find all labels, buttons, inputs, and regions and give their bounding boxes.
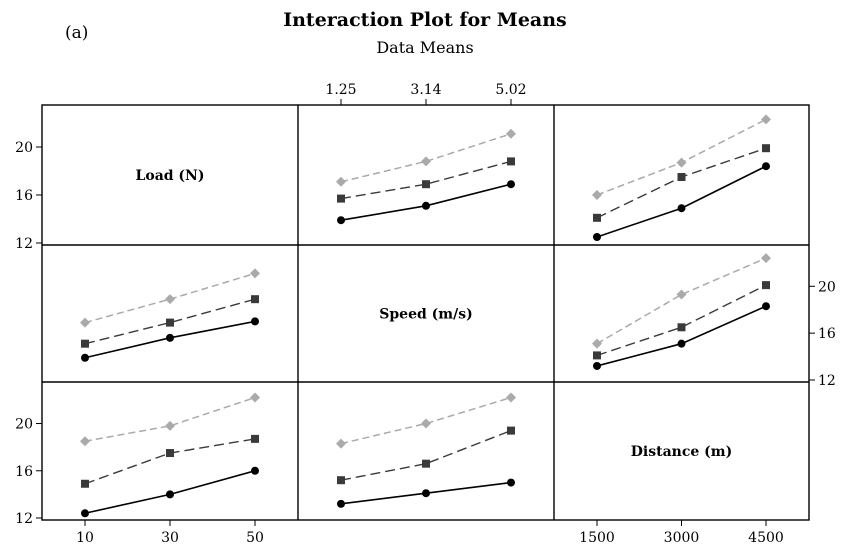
data-point xyxy=(165,294,175,305)
data-point xyxy=(250,392,260,403)
data-point xyxy=(593,361,601,370)
series-line xyxy=(596,305,767,367)
y-tick-label: 12 xyxy=(818,373,836,389)
data-point xyxy=(761,114,771,125)
data-point xyxy=(507,426,515,435)
data-point xyxy=(676,289,687,300)
data-point xyxy=(762,162,770,171)
data-point xyxy=(507,157,515,166)
data-point xyxy=(422,489,430,498)
data-point xyxy=(677,173,686,181)
factor-label: Speed (m/s) xyxy=(379,307,472,323)
x-tick-label: 1500 xyxy=(579,530,615,546)
data-point xyxy=(421,156,431,167)
x-tick-label: 3000 xyxy=(664,530,700,546)
data-point xyxy=(593,233,601,241)
data-point xyxy=(506,392,516,403)
data-point xyxy=(251,434,259,443)
data-point xyxy=(166,449,174,458)
data-point xyxy=(337,194,345,203)
factor-label: Distance (m) xyxy=(631,444,732,460)
data-point xyxy=(336,176,346,187)
data-point xyxy=(506,128,516,139)
data-point xyxy=(762,281,770,290)
data-point xyxy=(677,204,686,213)
y-tick-label: 20 xyxy=(15,417,33,433)
data-point xyxy=(81,353,89,362)
factor-labels: Load (N) Speed (m/s) Distance (m) xyxy=(136,168,733,460)
data-point xyxy=(676,157,687,168)
data-point xyxy=(507,180,515,189)
x-tick-label: 1.25 xyxy=(325,82,356,98)
data-point xyxy=(337,216,345,225)
chart-title: Interaction Plot for Means xyxy=(283,9,567,31)
series-line xyxy=(340,133,512,183)
y-tick-label: 16 xyxy=(15,464,33,480)
data-point xyxy=(336,438,346,449)
data-point xyxy=(337,476,345,485)
series-line xyxy=(84,396,256,442)
y-tick-label: 16 xyxy=(818,326,836,342)
data-point xyxy=(507,478,515,487)
data-point xyxy=(593,351,601,360)
data-point xyxy=(422,201,430,210)
data-point xyxy=(762,302,770,311)
x-tick-label: 3.14 xyxy=(410,82,441,98)
series-line xyxy=(340,160,512,200)
factor-label: Load (N) xyxy=(136,168,205,184)
data-point xyxy=(81,479,89,488)
data-point xyxy=(80,436,90,447)
x-tick-label: 50 xyxy=(246,530,264,546)
data-point xyxy=(337,499,345,508)
data-point xyxy=(762,144,770,153)
data-point xyxy=(251,466,259,475)
series-line xyxy=(596,257,767,345)
series-marks xyxy=(80,114,771,518)
data-point xyxy=(677,339,686,348)
data-point xyxy=(761,253,771,264)
x-tick-label: 4500 xyxy=(748,530,784,546)
data-point xyxy=(251,295,259,304)
y-tick-label: 12 xyxy=(15,511,33,527)
data-point xyxy=(81,339,89,348)
data-point xyxy=(166,318,174,327)
x-tick-label: 5.02 xyxy=(495,82,526,98)
y-tick-label: 12 xyxy=(15,236,33,252)
x-tick-label: 10 xyxy=(76,530,94,546)
data-point xyxy=(677,323,686,332)
data-point xyxy=(251,317,259,326)
matrix-axes: 12 16 20 12 16 20 12 16 20 10 30 50 1.25 3.14 5.02 1500… xyxy=(15,82,836,546)
y-tick-label: 16 xyxy=(15,188,33,204)
data-point xyxy=(593,213,601,222)
data-point xyxy=(250,268,260,279)
data-point xyxy=(592,190,602,200)
data-point xyxy=(422,180,430,189)
series-line xyxy=(340,396,512,445)
y-tick-label: 20 xyxy=(818,279,836,295)
data-point xyxy=(592,338,602,349)
data-point xyxy=(166,490,174,499)
x-tick-label: 30 xyxy=(161,530,179,546)
chart-subtitle: Data Means xyxy=(376,38,473,57)
data-point xyxy=(422,459,430,468)
data-point xyxy=(166,333,174,342)
data-point xyxy=(80,317,90,328)
panel-tag: (a) xyxy=(65,23,88,43)
data-point xyxy=(421,418,431,429)
data-point xyxy=(165,420,175,431)
data-point xyxy=(81,509,89,518)
y-tick-label: 20 xyxy=(15,140,33,156)
series-line xyxy=(596,284,767,357)
